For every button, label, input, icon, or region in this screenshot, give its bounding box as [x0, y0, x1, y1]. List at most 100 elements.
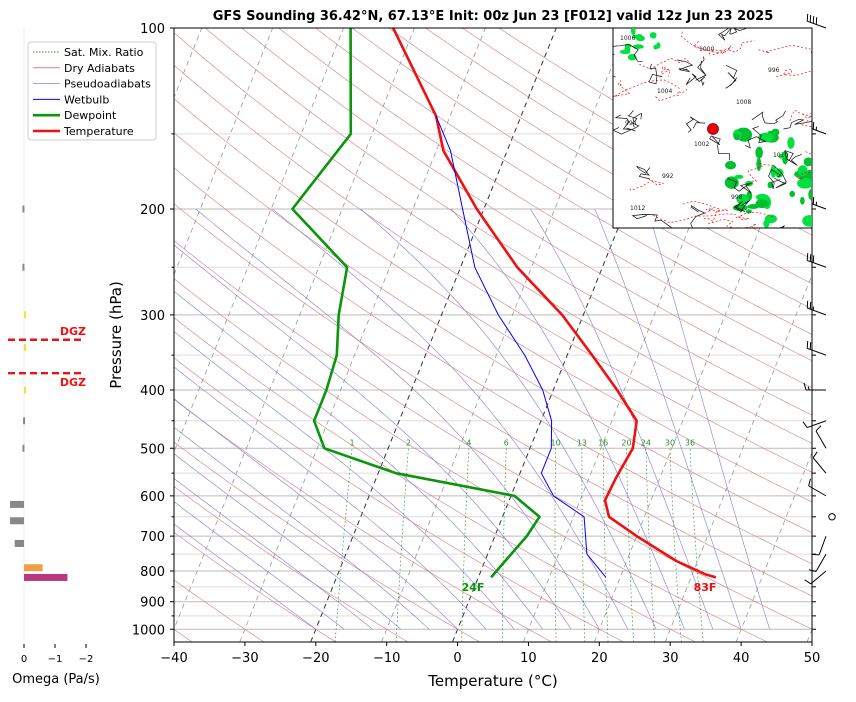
wind-barb [807, 253, 826, 267]
y-tick-label: 600 [140, 490, 165, 505]
map-terrain [734, 133, 740, 140]
map-terrain [789, 191, 795, 197]
mixing-ratio-line [462, 448, 469, 642]
map-terrain [650, 32, 657, 39]
map-contour-label: 1008 [736, 99, 751, 106]
omega-bar [10, 501, 24, 508]
map-contour-label: 998 [731, 194, 743, 201]
x-tick-label: −30 [231, 651, 258, 666]
omega-bar [22, 264, 24, 271]
map-terrain [800, 197, 805, 205]
map-terrain [653, 45, 658, 50]
dgz-label: DGZ [60, 325, 86, 338]
map-contour-label: 1002 [694, 141, 709, 148]
map-terrain [638, 36, 645, 41]
wind-barb [807, 301, 826, 315]
wind-barb [812, 536, 826, 555]
y-tick-label: 700 [140, 530, 165, 545]
mixing-ratio-label: 16 [598, 438, 608, 447]
map-terrain [755, 147, 763, 159]
mixing-ratio-label: 2 [406, 438, 411, 447]
mixing-ratio-label: 36 [685, 438, 695, 447]
x-tick-label: 30 [662, 651, 679, 666]
surface-temp-label: 83F [694, 581, 717, 594]
legend-label: Wetbulb [64, 93, 109, 106]
map-contour-label: 1004 [657, 88, 672, 95]
map-terrain [633, 44, 644, 49]
map-contour-label: 992 [662, 173, 674, 180]
wind-barb [809, 554, 826, 571]
x-tick-label: −20 [302, 651, 329, 666]
pseudoadiabat [132, 209, 572, 629]
omega-tick-label: 0 [21, 654, 27, 665]
map-contour-label: 994 [625, 120, 637, 127]
x-tick-label: 50 [804, 651, 821, 666]
y-tick-label: 400 [140, 384, 165, 399]
omega-tick-label: −2 [79, 654, 94, 665]
x-axis-label: Temperature (°C) [427, 672, 557, 690]
series-line-wetbulb [436, 116, 606, 578]
legend-label: Dewpoint [64, 109, 117, 122]
map-contour-label: 996 [768, 67, 780, 74]
map-contour [564, 65, 616, 79]
mixing-ratio-line [627, 448, 634, 642]
wind-barb [813, 452, 826, 473]
x-tick-label: 10 [520, 651, 537, 666]
legend-label: Temperature [63, 125, 134, 138]
wind-barb [809, 479, 826, 496]
map-terrain [787, 137, 794, 149]
chart-title: GFS Sounding 36.42°N, 67.13°E Init: 00z … [213, 9, 774, 24]
mixing-ratio-line [555, 448, 556, 642]
map-temp-contour [810, 109, 839, 117]
map-temp-contour [806, 145, 856, 154]
mixing-ratio-label: 20 [621, 438, 631, 447]
isotherm [169, 28, 415, 642]
wind-barb [803, 421, 826, 428]
mixing-ratio-label: 4 [466, 438, 471, 447]
x-tick-label: −10 [373, 651, 400, 666]
legend-label: Pseudoadiabats [64, 78, 151, 91]
omega-bar [24, 574, 67, 581]
omega-bar [24, 344, 26, 351]
map-terrain [804, 157, 813, 166]
mixing-ratio-line [502, 448, 506, 642]
wind-barb [805, 571, 826, 584]
omega-bar [24, 386, 26, 393]
wind-barb [807, 14, 826, 28]
omega-bar [10, 517, 24, 524]
wind-barb [816, 426, 826, 449]
mixing-ratio-line [670, 448, 681, 642]
map-terrain [797, 178, 813, 188]
y-tick-label: 300 [140, 309, 165, 324]
pseudoadiabat [272, 209, 628, 629]
pseudoadiabat [0, 209, 344, 629]
map-terrain [746, 209, 752, 213]
x-tick-label: −40 [160, 651, 187, 666]
omega-tick-label: −1 [48, 654, 63, 665]
map-contour-label: 1012 [630, 205, 645, 212]
x-tick-label: 20 [591, 651, 608, 666]
isotherm [311, 28, 557, 642]
pseudoadiabat [0, 209, 429, 629]
map-terrain [765, 215, 777, 224]
omega-bar [22, 205, 24, 212]
map-terrain [620, 50, 631, 54]
y-tick-label: 1000 [132, 623, 165, 638]
mixing-ratio-label: 6 [504, 438, 509, 447]
y-tick-label: 200 [140, 203, 165, 218]
mixing-ratio-label: 10 [551, 438, 561, 447]
pseudoadiabat [0, 209, 486, 629]
surface-dewpoint-label: 24F [462, 581, 485, 594]
legend-label: Dry Adiabats [64, 62, 135, 75]
omega-bar [24, 564, 43, 571]
omega-bar [15, 540, 24, 547]
x-tick-label: 0 [453, 651, 461, 666]
map-terrain [734, 175, 743, 179]
map-contour-label: 1010 [773, 152, 788, 159]
omega-bar [24, 311, 26, 318]
pseudoadiabat [361, 209, 656, 629]
